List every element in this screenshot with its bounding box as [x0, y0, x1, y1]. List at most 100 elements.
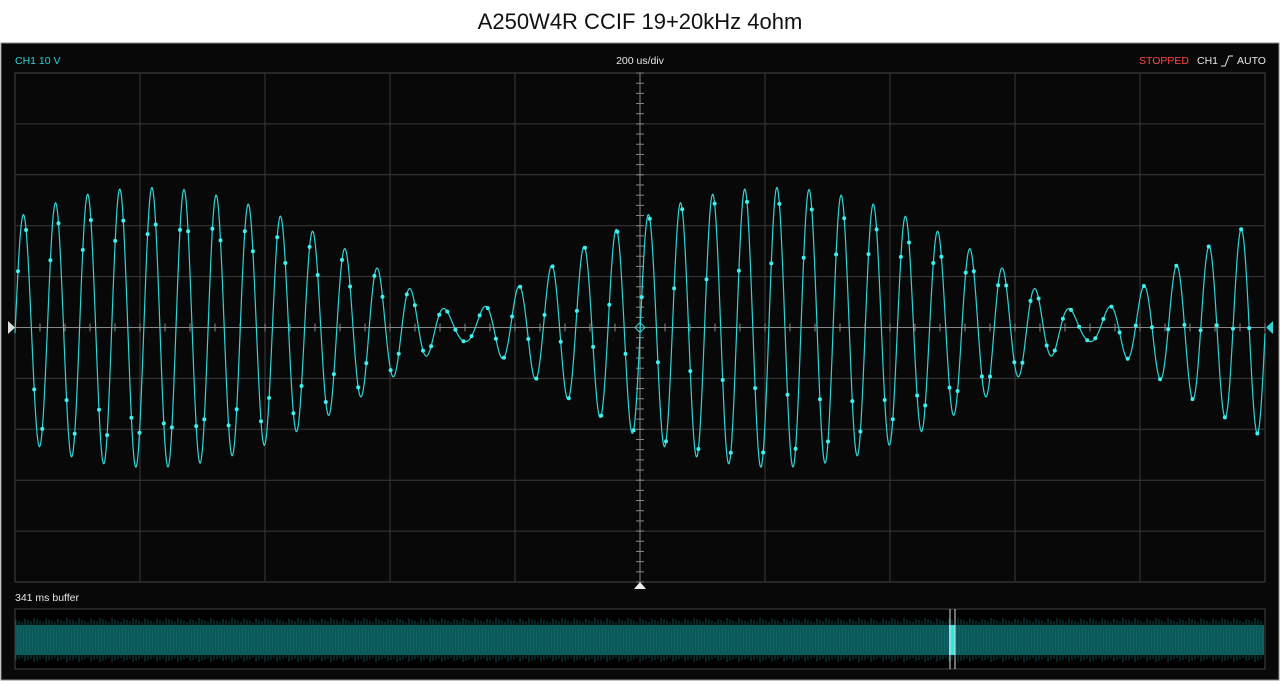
sample-dot [186, 229, 191, 234]
timebase: 200 us/div [616, 55, 665, 67]
sample-dot [793, 446, 798, 451]
sample-dot [801, 255, 806, 260]
sample-dot [202, 417, 207, 422]
sample-dot [1255, 431, 1260, 436]
sample-dot [591, 344, 596, 349]
sample-dot [510, 314, 515, 319]
sample-dot [923, 403, 928, 408]
sample-dot [664, 439, 668, 444]
sample-dot [1125, 356, 1130, 361]
sample-dot [24, 228, 29, 232]
sample-dot [939, 254, 944, 259]
sample-dot [1247, 326, 1252, 331]
sample-dot [1004, 283, 1009, 288]
sample-dot [137, 430, 142, 435]
sample-dot [1020, 360, 1025, 365]
sample-dot [558, 339, 563, 344]
sample-dot [955, 389, 960, 393]
sample-dot [97, 407, 101, 412]
sample-dot [64, 398, 69, 403]
sample-dot [226, 423, 231, 428]
sample-dot [88, 218, 93, 223]
sample-dot [728, 450, 733, 455]
sample-dot [1077, 324, 1082, 329]
sample-dot [218, 238, 223, 243]
sample-dot [996, 283, 1001, 288]
sample-dot [655, 360, 660, 365]
sample-dot [947, 385, 952, 390]
sample-dot [461, 339, 466, 344]
sample-dot [850, 399, 855, 404]
sample-dot [696, 447, 701, 451]
sample-dot [607, 302, 612, 307]
sample-dot [1231, 326, 1235, 331]
sample-dot [1222, 415, 1227, 420]
trigger-mode: AUTO [1237, 55, 1266, 67]
sample-dot [712, 201, 717, 206]
sample-dot [1052, 348, 1057, 353]
waveform [14, 186, 1266, 468]
sample-dot [1085, 338, 1090, 343]
sample-dot [267, 395, 272, 400]
sample-dot [121, 218, 126, 223]
sample-dot [1190, 397, 1195, 402]
sample-dot [242, 229, 247, 234]
sample-dot [1093, 336, 1098, 341]
channel-scale: CH1 10 V [15, 55, 61, 67]
sample-dot [915, 393, 920, 398]
sample-dot [542, 312, 547, 317]
sample-dot [931, 261, 936, 265]
sample-dot [1174, 263, 1179, 268]
sample-dot [1101, 317, 1106, 321]
sample-dot [32, 387, 37, 392]
sample-dot [291, 411, 296, 416]
sample-dot [445, 309, 450, 314]
sample-dot [469, 334, 474, 339]
sample-dot [72, 431, 77, 436]
sample-dot [874, 227, 879, 232]
sample-dot [502, 355, 506, 360]
sample-dot [40, 426, 45, 431]
sample-dot [421, 348, 425, 353]
sample-dot [1012, 360, 1017, 365]
sample-dot [963, 270, 968, 275]
run-state: STOPPED [1139, 55, 1189, 67]
sample-dot [1182, 322, 1187, 327]
sample-dot [574, 308, 579, 313]
sample-dot [1166, 327, 1171, 332]
sample-dot [526, 337, 531, 341]
sample-dot [583, 245, 587, 250]
sample-dot [250, 249, 255, 254]
page-title: A250W4R CCIF 19+20kHz 4ohm [477, 9, 803, 34]
sample-dot [331, 372, 336, 377]
sample-dot [315, 273, 320, 277]
trigger-position-marker [634, 582, 646, 589]
sample-dot [404, 292, 409, 297]
sample-dot [971, 269, 976, 274]
sample-dot [323, 400, 328, 404]
sample-dot [777, 201, 782, 206]
sample-dot [1117, 330, 1122, 335]
sample-dot [299, 384, 304, 388]
sample-dot [437, 312, 442, 317]
sample-dot [1069, 307, 1073, 312]
sample-dot [1206, 244, 1211, 249]
sample-dot [234, 407, 239, 412]
sample-dot [429, 344, 434, 349]
buffer-label: 341 ms buffer [15, 592, 80, 604]
sample-dot [688, 369, 693, 374]
sample-dot [988, 374, 992, 379]
sample-dot [1133, 323, 1138, 328]
sample-dot [979, 374, 984, 379]
sample-dot [412, 303, 417, 308]
sample-dot [518, 284, 523, 289]
oscilloscope: CH1 10 V 200 us/div STOPPED CH1 AUTO 341… [0, 42, 1280, 681]
sample-dot [129, 415, 134, 420]
sample-dot [145, 232, 150, 237]
sample-dot [16, 269, 20, 274]
sample-dot [566, 396, 571, 401]
sample-dot [534, 376, 539, 381]
sample-dot [769, 261, 774, 266]
graticule [14, 72, 1266, 583]
